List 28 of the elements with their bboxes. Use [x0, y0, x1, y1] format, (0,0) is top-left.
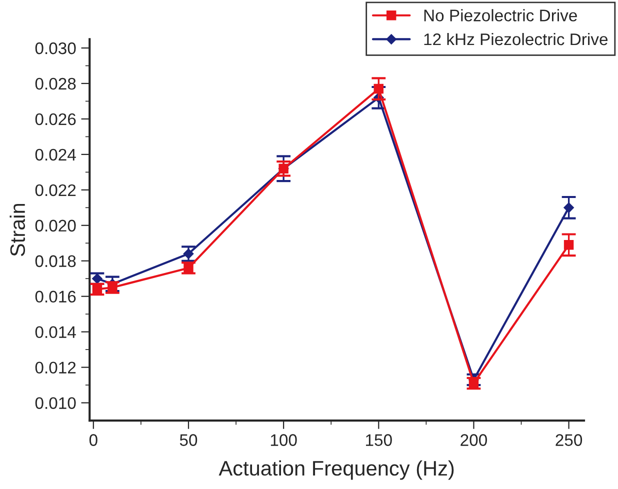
x-tick-label: 250: [556, 434, 582, 446]
y-tick-label: 0.016: [35, 290, 76, 303]
y-tick-label: 0.020: [35, 220, 76, 232]
point: [374, 84, 384, 94]
y-tick-label: 0.018: [35, 255, 76, 268]
x-tick-label: 150: [366, 434, 392, 446]
y-tick-label: 0.024: [35, 148, 76, 161]
point: [564, 202, 574, 213]
point: [184, 263, 194, 273]
y-tick-label: 0.010: [35, 397, 76, 410]
x-axis-title: Actuation Frequency (Hz): [218, 460, 454, 480]
y-tick-label: 0.030: [35, 42, 76, 54]
y-tick-label: 0.014: [35, 326, 76, 338]
legend-label: No Piezolectric Drive: [424, 9, 577, 22]
legend-label: 12 kHz Piezolectric Drive: [424, 32, 608, 46]
y-tick-label: 0.028: [35, 78, 76, 90]
y-tick-label: 0.012: [35, 362, 76, 374]
x-tick-label: 50: [180, 434, 198, 446]
y-axis-title: Strain: [10, 204, 26, 256]
x-tick-label: 100: [270, 434, 297, 446]
point: [108, 282, 118, 292]
point: [564, 240, 574, 250]
y-tick-label: 0.026: [35, 113, 76, 126]
point: [468, 378, 479, 388]
point: [183, 248, 194, 259]
y-tick-label: 0.022: [35, 184, 76, 196]
x-tick-label: 0: [89, 434, 98, 446]
x-tick-label: 200: [460, 434, 487, 446]
